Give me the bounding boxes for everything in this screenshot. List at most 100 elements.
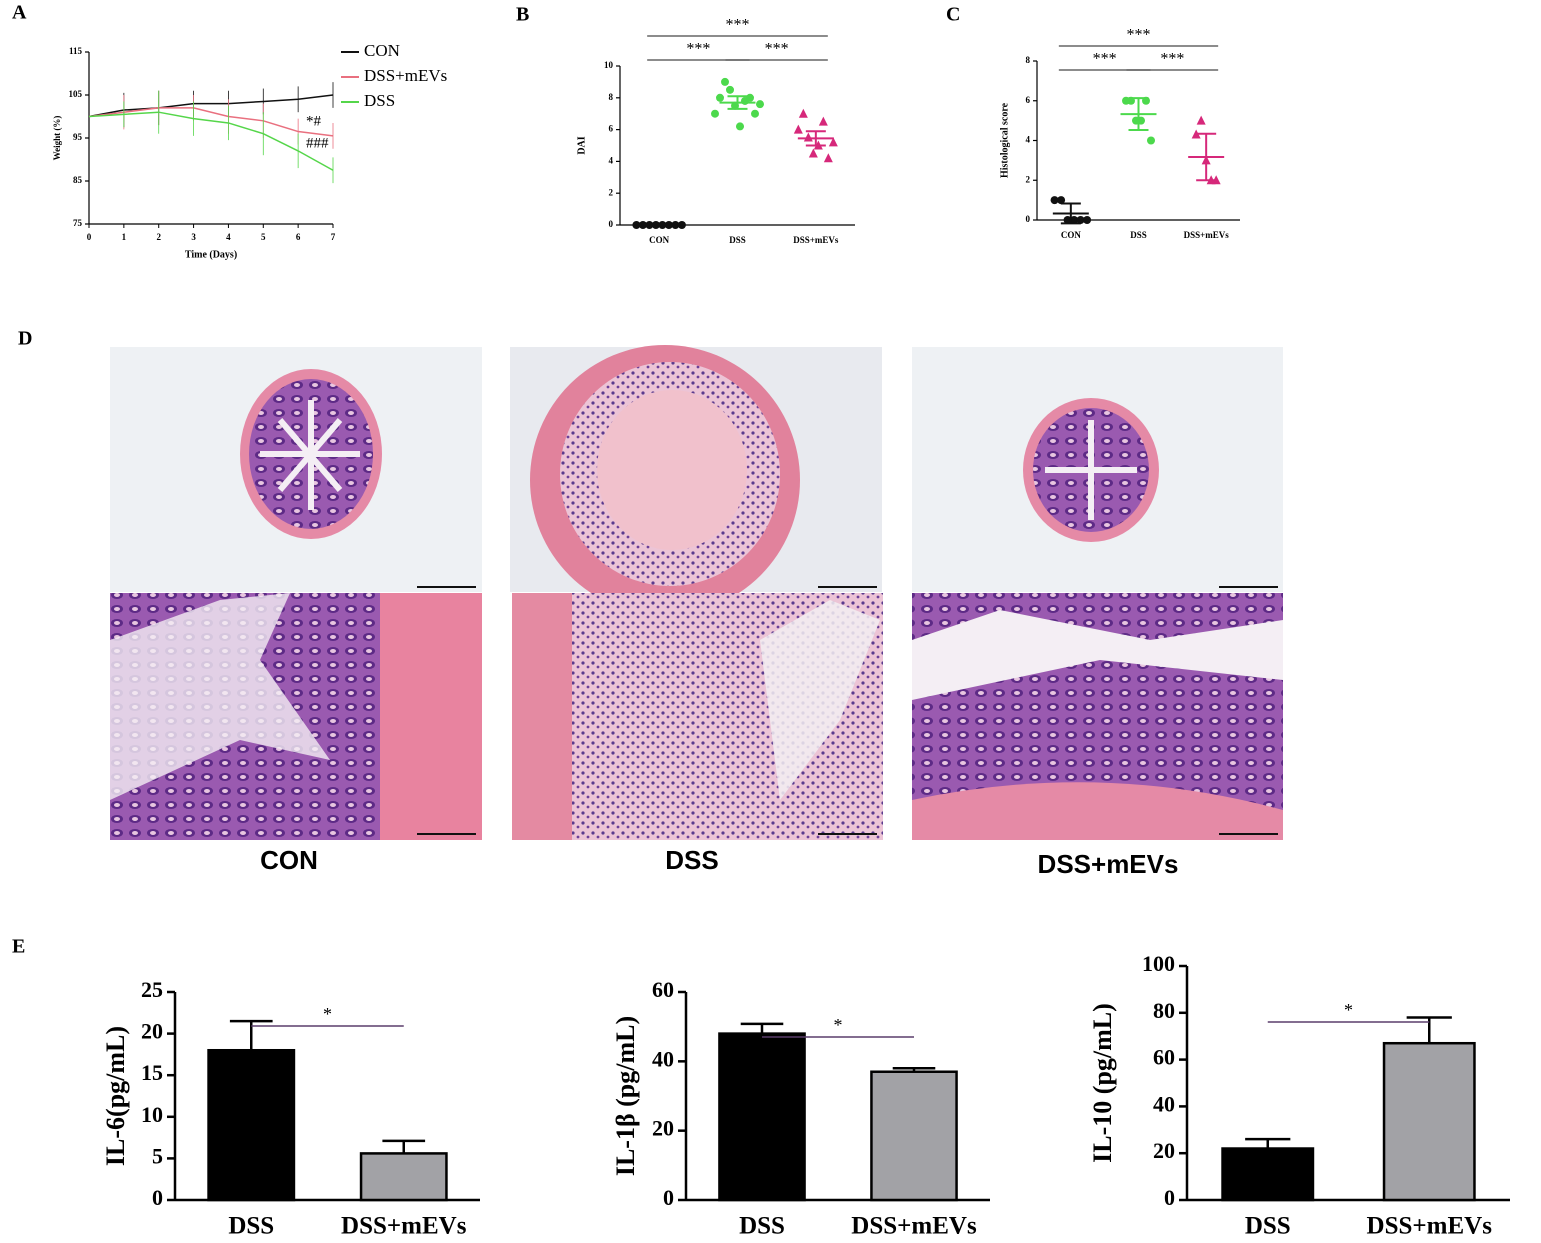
x-tick-label: DSS xyxy=(729,235,746,245)
x-axis-label: Time (Days) xyxy=(185,249,237,260)
scale-bar xyxy=(417,586,1278,835)
x-tick-label: 5 xyxy=(261,232,266,242)
data-point xyxy=(823,153,833,163)
significance-label: *** xyxy=(765,41,789,58)
significance-label: * xyxy=(834,1015,843,1035)
image-caption: DSS+mEVs xyxy=(1038,849,1179,879)
y-tick-label: 0 xyxy=(1026,214,1031,224)
significance-label: *** xyxy=(1127,27,1151,44)
significance-label: * xyxy=(1344,1000,1353,1020)
y-tick-label: 10 xyxy=(141,1102,163,1127)
x-tick-label: 1 xyxy=(122,232,127,242)
data-point xyxy=(1076,216,1085,224)
y-tick-label: 6 xyxy=(1026,95,1031,105)
y-tick-label: 20 xyxy=(652,1116,674,1141)
data-point xyxy=(677,221,686,229)
x-tick-label: DSS+mEVs xyxy=(851,1213,977,1240)
image xyxy=(760,600,880,800)
series-line xyxy=(88,107,334,137)
image xyxy=(380,593,482,840)
x-tick-label: DSS+mEVs xyxy=(1367,1213,1493,1240)
image-caption: DSS xyxy=(665,845,718,875)
image-caption: CON xyxy=(260,845,318,875)
y-tick-label: 2 xyxy=(1026,174,1031,184)
x-tick-label: 4 xyxy=(226,232,231,242)
legend-label: CON xyxy=(364,41,400,60)
series-line xyxy=(88,111,334,171)
y-tick-label: 8 xyxy=(609,92,614,102)
data-point xyxy=(1050,196,1059,205)
data-point xyxy=(798,108,808,118)
y-tick-label: 4 xyxy=(1026,135,1031,145)
x-tick-label: DSS xyxy=(1130,230,1147,240)
data-point xyxy=(751,109,759,118)
data-point xyxy=(632,221,641,229)
bar xyxy=(1221,1147,1315,1202)
data-point xyxy=(1147,136,1155,145)
panel-label: B xyxy=(516,4,529,26)
x-tick-label: DSS+mEVs xyxy=(341,1213,467,1240)
y-tick-label: 100 xyxy=(1142,951,1175,976)
y-tick-label: 20 xyxy=(141,1019,163,1044)
data-point xyxy=(756,100,764,109)
annotation: ### xyxy=(306,135,329,151)
data-point xyxy=(726,85,734,94)
significance-label: *** xyxy=(1160,51,1184,68)
y-tick-label: 60 xyxy=(652,977,674,1002)
x-tick-label: 6 xyxy=(296,232,301,242)
x-tick-label: DSS xyxy=(228,1213,274,1240)
image xyxy=(260,400,360,510)
x-tick-label: 2 xyxy=(156,232,161,242)
y-tick-label: 10 xyxy=(604,60,614,70)
data-point xyxy=(1063,216,1072,224)
data-point xyxy=(1057,196,1066,205)
y-tick-label: 25 xyxy=(141,977,163,1002)
x-tick-label: 0 xyxy=(87,232,92,242)
data-point xyxy=(808,148,818,158)
panel-label: A xyxy=(12,2,27,24)
image xyxy=(110,593,330,800)
data-point xyxy=(1070,216,1079,224)
y-tick-label: 0 xyxy=(609,219,614,229)
y-tick-label: 105 xyxy=(69,89,83,99)
y-tick-label: 2 xyxy=(609,187,614,197)
data-point xyxy=(828,137,838,147)
data-point xyxy=(721,77,729,86)
data-point xyxy=(711,109,719,118)
x-tick-label: DSS+mEVs xyxy=(1184,230,1230,240)
y-tick-label: 0 xyxy=(1164,1185,1175,1210)
data-point xyxy=(746,93,754,102)
y-axis-label: IL-10 (pg/mL) xyxy=(1088,1003,1117,1163)
bar xyxy=(207,1048,296,1202)
data-point xyxy=(736,122,744,131)
bar xyxy=(718,1032,806,1202)
image xyxy=(597,390,747,550)
bar xyxy=(359,1152,448,1202)
significance-label: *** xyxy=(1093,51,1117,68)
x-tick-label: CON xyxy=(649,235,670,245)
legend-label: DSS xyxy=(364,91,395,110)
y-axis-label: IL-1β (pg/mL) xyxy=(611,1016,640,1176)
y-tick-label: 8 xyxy=(1026,55,1031,65)
data-point xyxy=(803,132,813,142)
x-tick-label: DSS xyxy=(1245,1213,1291,1240)
x-tick-label: DSS xyxy=(739,1213,785,1240)
significance-label: * xyxy=(323,1004,332,1024)
y-tick-label: 4 xyxy=(609,155,614,165)
data-point xyxy=(1083,216,1092,224)
y-axis-label: IL-6(pg/mL) xyxy=(101,1026,130,1166)
y-tick-label: 0 xyxy=(152,1185,163,1210)
significance-label: *** xyxy=(686,41,710,58)
y-tick-label: 40 xyxy=(652,1046,674,1071)
x-tick-label: DSS+mEVs xyxy=(793,235,839,245)
data-point xyxy=(1196,115,1206,125)
image xyxy=(912,610,1283,700)
x-tick-label: CON xyxy=(1061,230,1082,240)
y-tick-label: 40 xyxy=(1153,1091,1175,1116)
y-tick-label: 0 xyxy=(663,1185,674,1210)
data-point xyxy=(818,116,828,126)
data-point xyxy=(716,93,724,102)
y-tick-label: 15 xyxy=(141,1060,163,1085)
y-tick-label: 95 xyxy=(73,132,83,142)
